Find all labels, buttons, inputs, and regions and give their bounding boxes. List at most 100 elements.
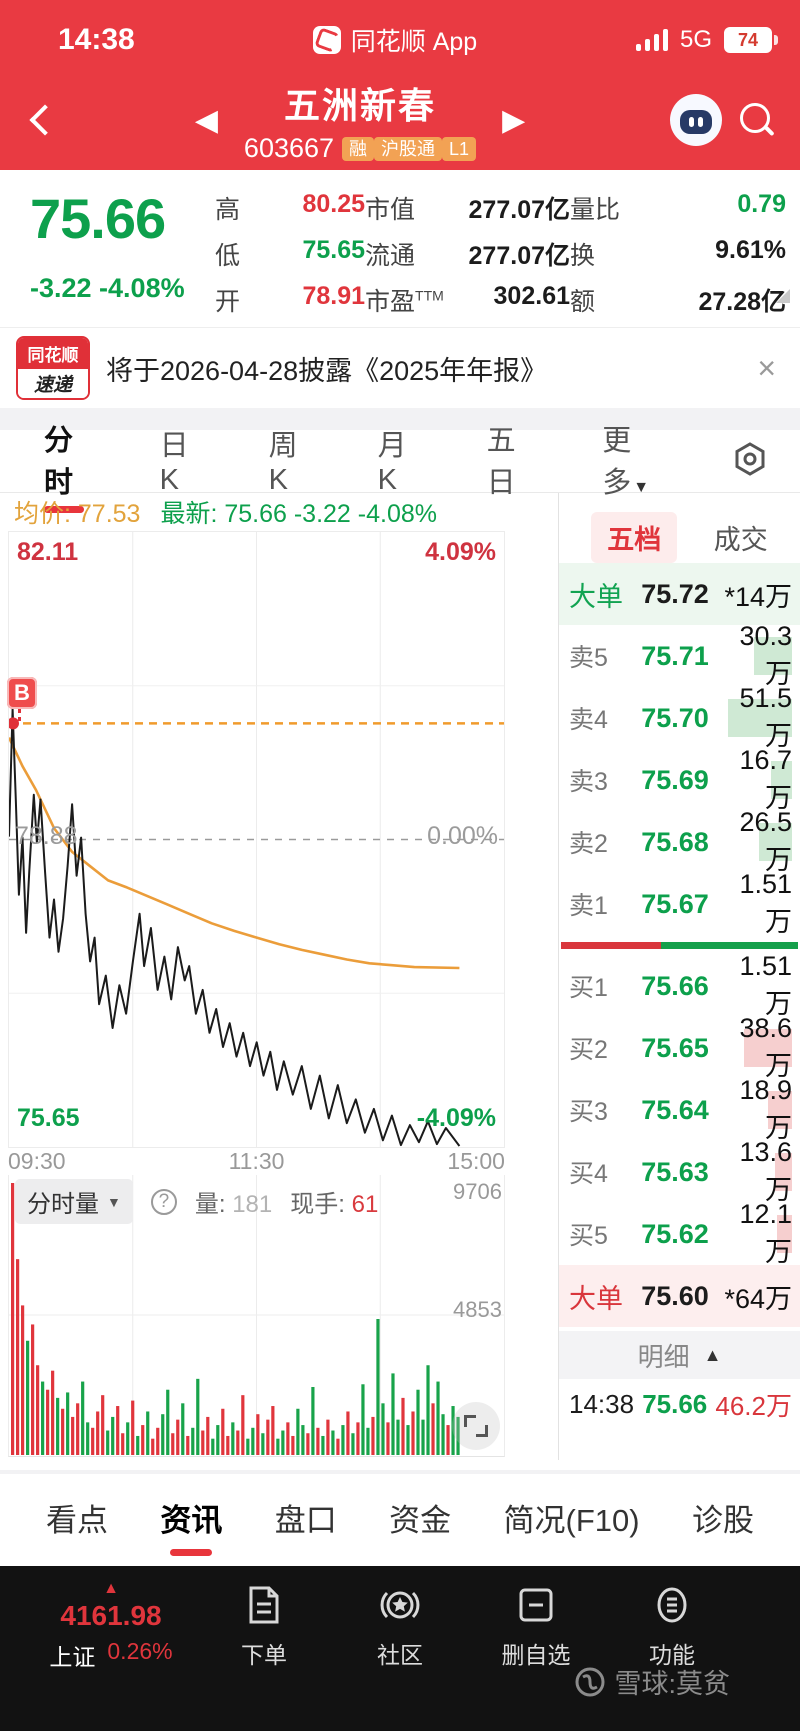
order-book-row[interactable]: 买1 75.66 1.51万 xyxy=(559,951,800,1019)
order-price: 75.65 xyxy=(641,1032,709,1063)
detail-toggle[interactable]: 明细 ▲ xyxy=(559,1331,800,1379)
stat-label: 高 xyxy=(215,196,241,224)
volume-label: 量: 181 xyxy=(194,1191,273,1218)
volume-type-selector[interactable]: 分时量 ▼ xyxy=(15,1179,133,1224)
quote-stat-row: 流通 277.07亿 xyxy=(365,236,570,272)
tab-看点[interactable]: 看点 xyxy=(46,1502,108,1538)
tab-简况(F10)[interactable]: 简况(F10) xyxy=(503,1502,640,1538)
stat-value: 75.65 xyxy=(302,236,365,264)
order-price: 75.67 xyxy=(641,888,709,919)
big-buy-row[interactable]: 大单 75.60 *64万 xyxy=(559,1265,800,1327)
order-level-label: 卖5 xyxy=(569,644,608,672)
volume-mid-label: 4853 xyxy=(453,1297,502,1322)
tab-five-levels[interactable]: 五档 xyxy=(591,511,678,563)
order-level-label: 买1 xyxy=(569,974,608,1002)
tab-盘口[interactable]: 盘口 xyxy=(274,1502,337,1538)
order-volume: 12.1万 xyxy=(719,1199,796,1269)
order-level-label: 大单 xyxy=(569,581,623,612)
index-quote[interactable]: ▲ 4161.98 上证 0.26% xyxy=(26,1580,196,1731)
expand-quote-icon[interactable] xyxy=(776,289,790,303)
stock-tag-badge: 沪股通 xyxy=(374,137,443,161)
tab-周K[interactable]: 周K xyxy=(268,429,298,496)
nav-item-label: 社区 xyxy=(377,1642,423,1668)
time-axis: 09:30 11:30 15:00 xyxy=(8,1148,505,1175)
chevron-up-icon: ▲ xyxy=(703,1344,722,1365)
nav-item-功能[interactable]: 功能 xyxy=(604,1580,740,1731)
order-volume: 13.6万 xyxy=(719,1137,796,1207)
nav-item-删自选[interactable]: 删自选 xyxy=(468,1580,604,1731)
nav-item-下单[interactable]: 下单 xyxy=(196,1580,332,1731)
order-volume: 18.9万 xyxy=(719,1075,796,1145)
order-book-row[interactable]: 买4 75.63 13.6万 xyxy=(559,1137,800,1205)
order-level-label: 卖4 xyxy=(569,706,608,734)
assistant-robot-icon[interactable] xyxy=(670,94,722,146)
last-trade-row[interactable]: 14:38 75.66 46.2万 xyxy=(559,1379,800,1429)
fullscreen-icon[interactable] xyxy=(452,1402,500,1450)
index-value: 4161.98 xyxy=(60,1600,162,1631)
order-book-row[interactable]: 卖5 75.71 30.3万 xyxy=(559,621,800,689)
stat-label: 市值 xyxy=(365,196,416,224)
tab-资讯[interactable]: 资讯 xyxy=(160,1485,222,1556)
chevron-down-icon: ▼ xyxy=(107,1193,121,1210)
section-divider xyxy=(0,1460,800,1474)
quote-summary[interactable]: 75.66 -3.22 -4.08% 高 80.25 低 75.65 开 78.91 市值 2… xyxy=(0,170,800,327)
order-book-row[interactable]: 买5 75.62 12.1万 xyxy=(559,1199,800,1267)
order-volume: 1.51万 xyxy=(719,951,796,1021)
battery-icon: 74 xyxy=(724,27,778,53)
order-level-label: 卖1 xyxy=(569,892,608,920)
order-book-row[interactable]: 卖2 75.68 26.5万 xyxy=(559,807,800,875)
order-book-row[interactable]: 卖4 75.70 51.5万 xyxy=(559,683,800,751)
order-book-row[interactable]: 买3 75.64 18.9万 xyxy=(559,1075,800,1143)
current-volume-label: 现手: 61 xyxy=(290,1191,379,1218)
order-volume-text: 51.5万 xyxy=(739,683,792,751)
order-book-row[interactable]: 卖3 75.69 16.7万 xyxy=(559,745,800,813)
avg-price-label: 均价: 77.53 xyxy=(14,500,141,528)
order-price: 75.70 xyxy=(641,702,709,733)
tab-分时[interactable]: 分时 xyxy=(44,411,84,511)
help-icon[interactable]: ? xyxy=(150,1188,177,1215)
order-level-label: 买2 xyxy=(569,1036,608,1064)
app-name: 同花顺 App xyxy=(350,28,478,56)
big-sell-row[interactable]: 大单 75.72 *14万 xyxy=(559,563,800,625)
quote-stat-column: 市值 277.07亿 流通 277.07亿 市盈TTM 302.61 xyxy=(365,190,570,318)
tab-deals[interactable]: 成交 xyxy=(713,524,768,555)
stat-value: 277.07亿 xyxy=(468,196,570,224)
ratio-green-segment xyxy=(660,941,798,949)
next-stock-icon[interactable]: ▶ xyxy=(502,103,526,137)
order-book-row[interactable]: 卖1 75.67 1.51万 xyxy=(559,869,800,937)
stat-label: 低 xyxy=(215,242,241,270)
volume-chart[interactable]: 分时量 ▼ ? 量: 181 现手: 61 9706 4853 xyxy=(8,1175,505,1457)
buy-marker: B xyxy=(7,677,37,722)
stat-label: 开 xyxy=(215,288,241,316)
order-price: 75.68 xyxy=(641,826,709,857)
order-volume-text: 26.5万 xyxy=(739,807,792,875)
nav-item-社区[interactable]: 社区 xyxy=(332,1580,468,1731)
stat-value: 80.25 xyxy=(302,190,365,218)
prev-stock-icon[interactable]: ◀ xyxy=(194,103,218,137)
depth-bar xyxy=(775,1153,792,1191)
index-pct: 0.26% xyxy=(107,1638,173,1664)
order-book-row[interactable]: 买2 75.65 38.6万 xyxy=(559,1013,800,1081)
stat-value: 277.07亿 xyxy=(468,242,570,270)
tab-五日[interactable]: 五日 xyxy=(486,425,516,499)
order-volume: 26.5万 xyxy=(719,807,796,877)
news-ticker[interactable]: 同花顺 速递 将于2026-04-28披露《2025年年报》 × xyxy=(0,327,800,408)
quote-stat-row: 低 75.65 xyxy=(215,236,365,272)
nav-item-label: 下单 xyxy=(241,1642,287,1668)
order-volume-text: 30.3万 xyxy=(739,621,792,689)
tab-日K[interactable]: 日K xyxy=(159,429,189,496)
order-volume-text: 13.6万 xyxy=(739,1137,792,1205)
search-icon[interactable] xyxy=(740,103,774,137)
tab-诊股[interactable]: 诊股 xyxy=(691,1502,754,1538)
tab-更多[interactable]: 更多 ▼ xyxy=(602,425,650,499)
quote-stat-row: 市值 277.07亿 xyxy=(365,190,570,226)
tab-月K[interactable]: 月K xyxy=(377,429,407,496)
watermark: 雪球:莫贫 xyxy=(574,1662,730,1701)
intraday-price-chart[interactable]: 82.11 4.09% 78.88 0.00% 75.65 -4.09% B xyxy=(7,531,505,1148)
close-icon[interactable]: × xyxy=(757,350,776,386)
chart-settings-icon[interactable] xyxy=(730,439,770,484)
quote-stat-row: 额 27.28亿 xyxy=(570,282,786,318)
tab-资金[interactable]: 资金 xyxy=(389,1502,452,1538)
stat-value: 302.61 xyxy=(493,282,570,310)
stat-value: 27.28亿 xyxy=(698,288,786,316)
